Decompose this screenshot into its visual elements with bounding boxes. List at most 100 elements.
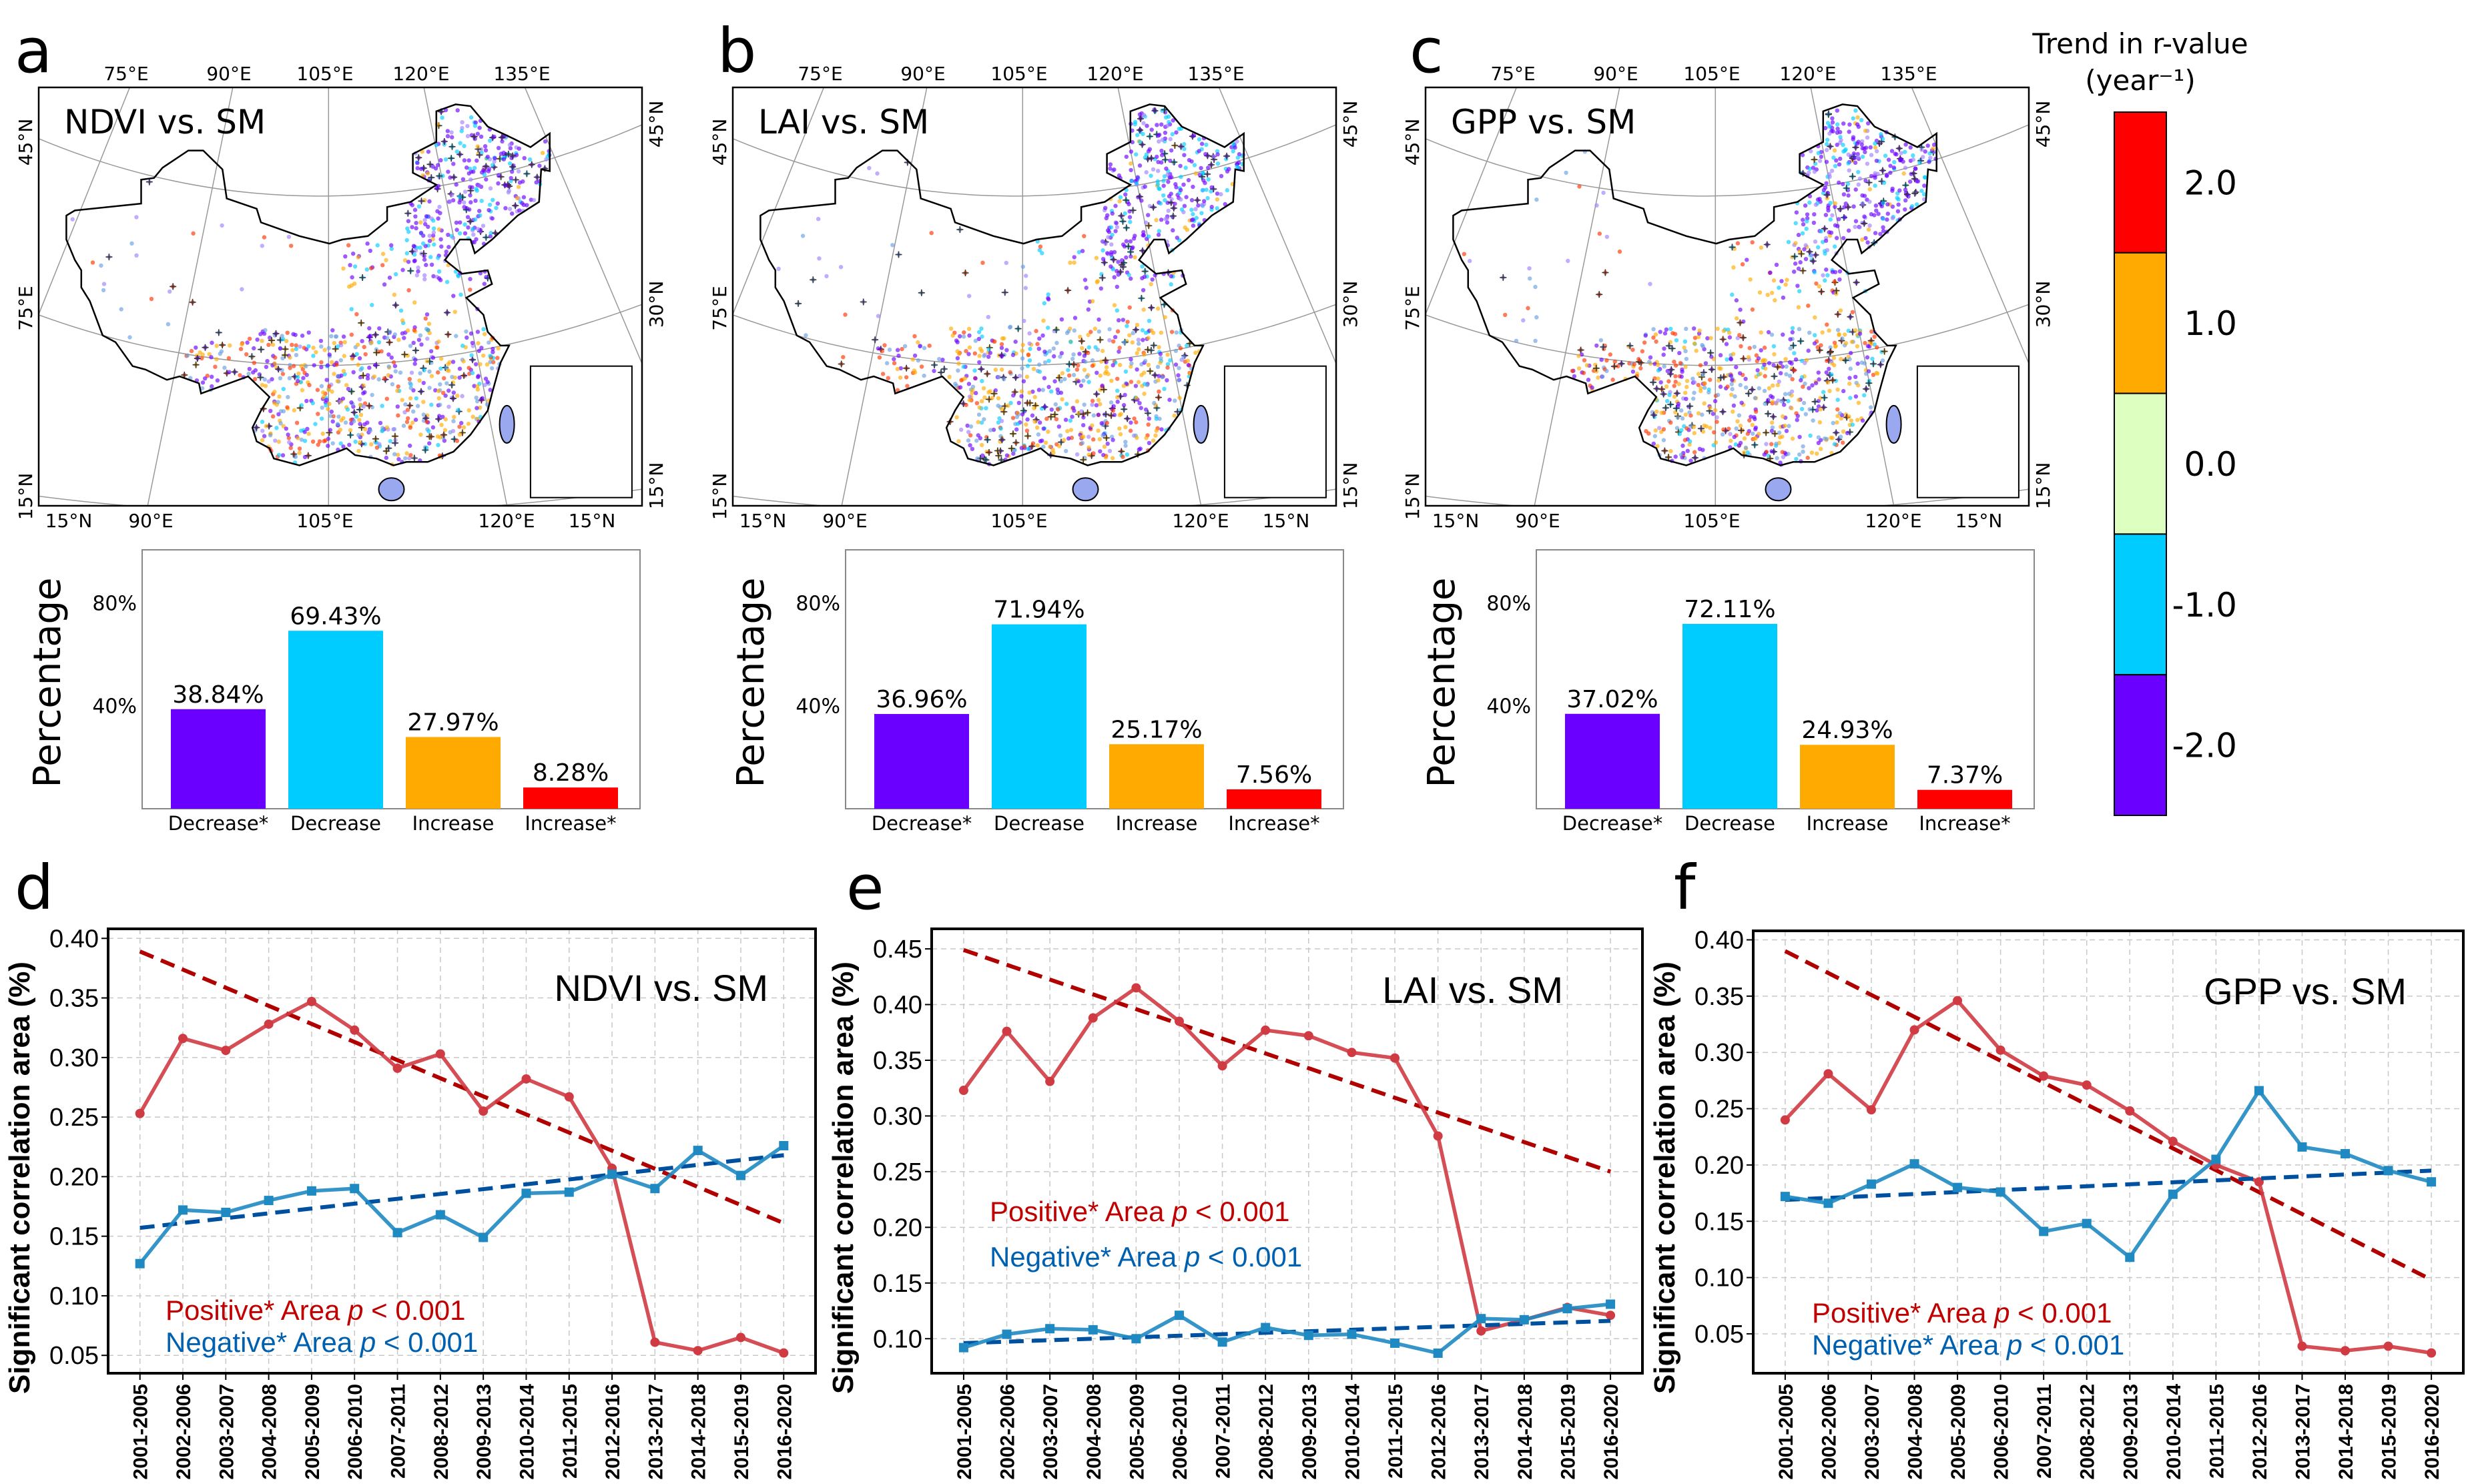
map-trend-pixel xyxy=(1080,249,1085,254)
bar-increase-significant xyxy=(1227,789,1321,809)
map-trend-pixel xyxy=(1843,147,1848,152)
map-trend-pixel xyxy=(1823,278,1827,283)
map-trend-pixel xyxy=(1014,427,1019,432)
map-trend-pixel xyxy=(1908,179,1913,184)
map-trend-pixel xyxy=(1165,365,1170,370)
map-trend-pixel xyxy=(1004,260,1009,266)
map-trend-pixel xyxy=(214,344,219,348)
negative-data-point xyxy=(2125,1252,2135,1262)
map-trend-pixel xyxy=(1837,332,1841,338)
map-trend-pixel xyxy=(1758,372,1763,376)
map-trend-pixel xyxy=(213,364,218,369)
significance-plus-marker xyxy=(984,370,991,378)
map-trend-pixel xyxy=(1177,378,1181,382)
map-left-label: 15°N xyxy=(15,473,37,520)
map-trend-pixel xyxy=(1209,185,1214,190)
map-trend-pixel xyxy=(457,375,462,380)
map-meridian-line xyxy=(1810,87,1895,506)
map-trend-pixel xyxy=(363,352,368,357)
legend-p-value: < 0.001 xyxy=(2022,1329,2124,1361)
map-trend-pixel xyxy=(966,430,971,434)
map-trend-pixel xyxy=(1700,344,1705,349)
map-trend-pixel xyxy=(1680,367,1684,372)
positive-data-point xyxy=(1433,1131,1443,1141)
map-trend-pixel xyxy=(398,370,403,375)
map-trend-pixel xyxy=(203,376,208,381)
map-trend-pixel xyxy=(336,374,340,378)
negative-data-point xyxy=(564,1187,574,1197)
map-trend-pixel xyxy=(343,254,348,259)
significance-plus-marker xyxy=(962,270,969,276)
map-trend-pixel xyxy=(461,359,466,364)
map-trend-pixel xyxy=(330,419,335,424)
map-trend-pixel xyxy=(1632,362,1636,367)
significance-plus-marker xyxy=(418,388,424,395)
map-trend-pixel xyxy=(1809,450,1815,455)
map-trend-pixel xyxy=(1123,424,1128,430)
map-trend-pixel xyxy=(402,336,406,340)
map-trend-pixel xyxy=(444,280,450,284)
map-trend-pixel xyxy=(1066,436,1071,441)
map-trend-pixel xyxy=(1161,178,1166,183)
map-trend-pixel xyxy=(1111,404,1116,408)
significance-plus-marker xyxy=(1600,344,1607,350)
map-trend-pixel xyxy=(1812,341,1817,346)
map-trend-pixel xyxy=(1032,394,1037,400)
map-trend-pixel xyxy=(1225,169,1230,174)
significance-plus-marker xyxy=(1602,269,1609,276)
map-trend-pixel xyxy=(955,340,960,344)
map-trend-pixel xyxy=(905,384,910,388)
map-trend-pixel xyxy=(414,226,418,231)
map-trend-pixel xyxy=(1903,142,1908,147)
map-trend-pixel xyxy=(895,366,900,372)
map-trend-pixel xyxy=(1160,137,1165,142)
significance-plus-marker xyxy=(509,152,517,159)
map-trend-pixel xyxy=(1156,378,1161,383)
map-trend-pixel xyxy=(458,141,462,145)
map-meridian-line xyxy=(1117,87,1202,506)
map-trend-pixel xyxy=(912,370,918,375)
map-trend-pixel xyxy=(1823,238,1829,243)
map-trend-pixel xyxy=(1130,340,1135,345)
positive-data-point xyxy=(1780,1115,1790,1125)
map-bottom-label: 105°E xyxy=(990,510,1047,532)
map-trend-pixel xyxy=(1141,233,1147,238)
map-trend-pixel xyxy=(1801,384,1805,389)
map-trend-pixel xyxy=(922,346,927,350)
map-trend-pixel xyxy=(1185,343,1189,348)
map-trend-pixels xyxy=(70,107,552,467)
map-trend-pixel xyxy=(1847,228,1851,233)
significance-plus-marker xyxy=(872,336,879,344)
map-trend-pixel xyxy=(1688,458,1693,463)
map-trend-pixel xyxy=(1702,401,1707,406)
map-trend-pixel xyxy=(1179,207,1185,212)
x-tick-label: 2005-2009 xyxy=(1947,1384,1969,1479)
map-trend-pixel xyxy=(294,420,300,425)
map-trend-pixel xyxy=(501,157,507,161)
map-trend-pixel xyxy=(1716,392,1721,397)
map-trend-pixel xyxy=(1146,362,1151,367)
plot-frame xyxy=(107,928,817,1375)
map-trend-pixel xyxy=(1112,250,1117,254)
negative-trend-line xyxy=(139,1153,784,1230)
map-trend-pixel xyxy=(1127,215,1133,220)
map-trend-pixel xyxy=(476,341,481,346)
significance-plus-marker xyxy=(1171,142,1179,149)
map-trend-pixel xyxy=(1090,364,1095,368)
map-trend-pixel xyxy=(1919,188,1924,194)
map-trend-pixel xyxy=(1040,388,1046,392)
map-trend-pixel xyxy=(268,433,273,438)
map-trend-pixel xyxy=(1869,212,1874,217)
map-trend-pixel xyxy=(876,346,881,351)
map-trend-pixel xyxy=(1684,426,1689,431)
map-trend-pixel xyxy=(455,393,460,398)
map-trend-pixel xyxy=(1143,184,1147,189)
map-trend-pixel xyxy=(1805,455,1810,460)
map-trend-pixel xyxy=(1143,382,1147,386)
significance-plus-marker xyxy=(1658,386,1666,393)
map-trend-pixel xyxy=(1043,440,1048,445)
x-tick-label: 2016-2020 xyxy=(1600,1384,1622,1479)
map-trend-pixel xyxy=(252,360,256,365)
map-trend-pixel xyxy=(1107,327,1112,332)
map-trend-pixel xyxy=(446,232,450,238)
